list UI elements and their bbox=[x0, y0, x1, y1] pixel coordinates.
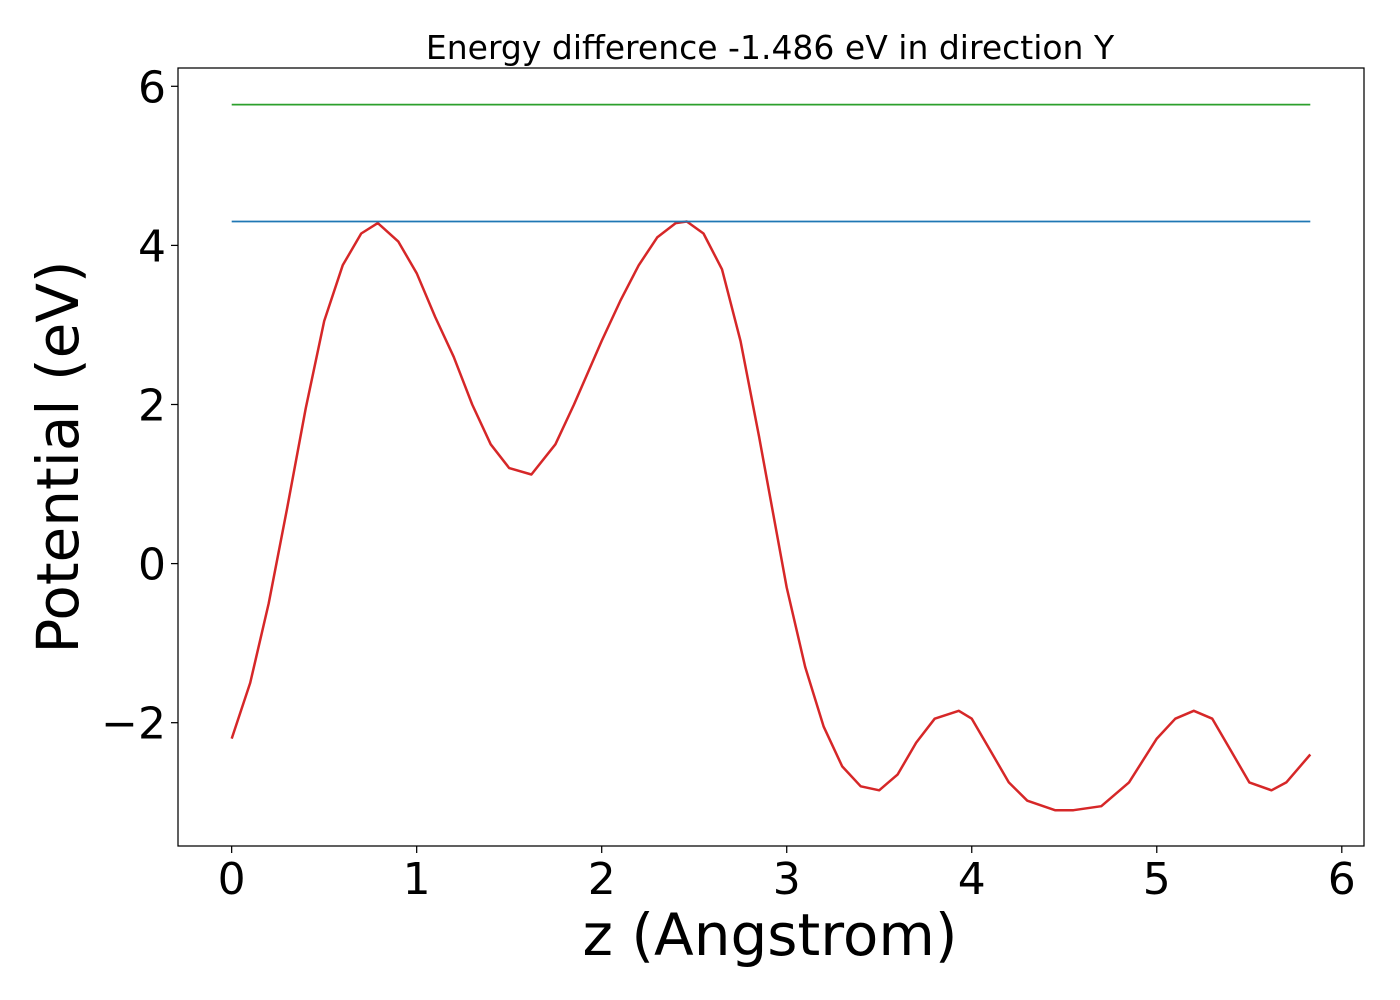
y-tick-label: 0 bbox=[138, 540, 166, 591]
y-axis-label: Potential (eV) bbox=[24, 260, 92, 653]
series-layer bbox=[230, 103, 1312, 812]
y-axis-ticks: −2 0 2 4 6 bbox=[101, 62, 178, 750]
x-axis-label: z (Angstrom) bbox=[583, 901, 958, 969]
x-tick-label: 4 bbox=[958, 854, 986, 905]
x-tick-label: 1 bbox=[403, 854, 431, 905]
x-axis-ticks: 0 1 2 3 4 5 6 bbox=[218, 846, 1356, 905]
series-line-1 bbox=[230, 220, 1312, 812]
plot-frame bbox=[177, 67, 1365, 847]
y-tick-label: 6 bbox=[138, 62, 166, 113]
y-tick-label: 4 bbox=[138, 221, 166, 272]
y-tick-label: −2 bbox=[101, 699, 166, 750]
x-tick-label: 5 bbox=[1143, 854, 1171, 905]
x-tick-label: 2 bbox=[588, 854, 616, 905]
chart-title: Energy difference -1.486 eV in direction… bbox=[426, 28, 1115, 67]
x-tick-label: 6 bbox=[1328, 854, 1356, 905]
x-tick-label: 0 bbox=[218, 854, 246, 905]
x-tick-label: 3 bbox=[773, 854, 801, 905]
y-tick-label: 2 bbox=[138, 380, 166, 431]
